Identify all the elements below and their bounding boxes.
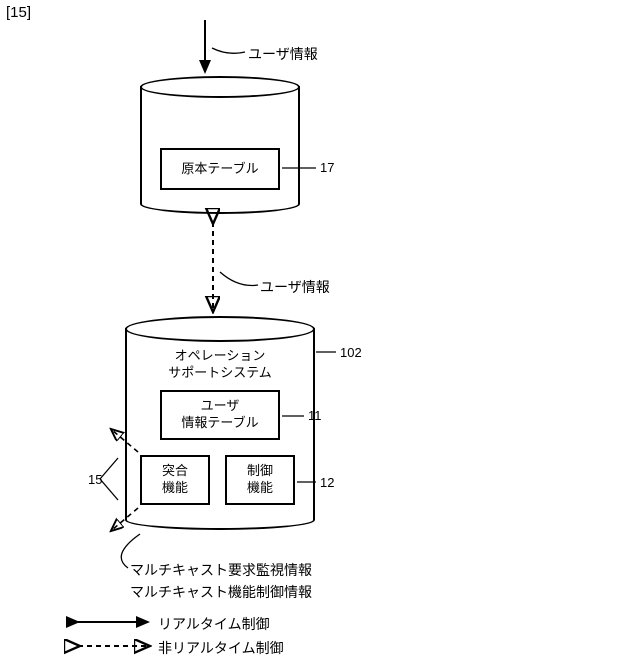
original-table-label: 原本テーブル <box>181 161 258 178</box>
op-support-system-label: オペレーション サポートシステム <box>160 348 280 382</box>
op-support-system-top <box>125 316 315 342</box>
database-original-top <box>140 76 300 98</box>
user-info-label-top: ユーザ情報 <box>248 44 318 64</box>
op-support-line1: オペレーション <box>175 348 266 363</box>
user-info-label-mid: ユーザ情報 <box>260 277 330 297</box>
mcast-fn-control-label: マルチキャスト機能制御情報 <box>130 582 312 602</box>
ref-102: 102 <box>340 345 362 360</box>
non-realtime-control-label: 非リアルタイム制御 <box>158 638 284 658</box>
diagram-arrows <box>0 0 640 657</box>
ref-17: 17 <box>320 160 334 175</box>
figure-reference: [15] <box>6 4 31 21</box>
mcast-req-monitor-label: マルチキャスト要求監視情報 <box>130 560 312 580</box>
conflict-fn-l2: 機能 <box>162 480 188 495</box>
conflict-function-box: 突合 機能 <box>140 455 210 505</box>
user-info-table-box: ユーザ 情報テーブル <box>160 390 280 440</box>
op-support-line2: サポートシステム <box>168 365 272 380</box>
original-table-box: 原本テーブル <box>160 148 280 190</box>
control-fn-l1: 制御 <box>247 463 273 478</box>
user-info-table-l1: ユーザ <box>201 398 240 413</box>
user-info-table-l2: 情報テーブル <box>181 415 258 430</box>
realtime-control-label: リアルタイム制御 <box>158 614 270 634</box>
control-fn-l2: 機能 <box>247 480 273 495</box>
control-function-box: 制御 機能 <box>225 455 295 505</box>
ref-11: 11 <box>308 408 322 423</box>
ref-12: 12 <box>320 475 334 490</box>
ref-15: 15 <box>88 472 102 487</box>
conflict-fn-l1: 突合 <box>162 463 188 478</box>
